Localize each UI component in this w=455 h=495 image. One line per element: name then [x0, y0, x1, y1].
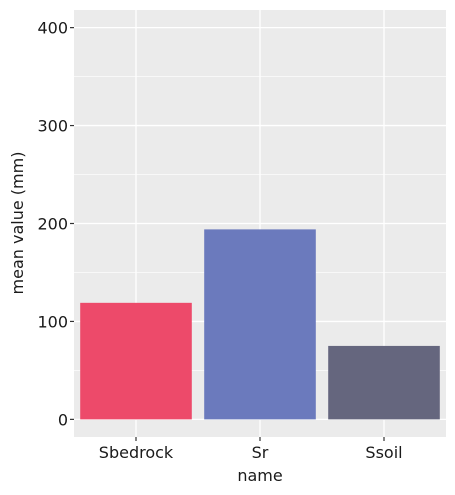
bar-sbedrock	[80, 302, 192, 420]
x-axis-title: name	[237, 466, 282, 485]
y-tick-label: 200	[37, 215, 68, 234]
y-axis-ticks: 0 100 200 300 400	[37, 19, 74, 429]
x-tick-label: Sbedrock	[99, 443, 174, 462]
x-axis-ticks: Sbedrock Sr Ssoil	[99, 437, 403, 462]
bar-ssoil	[328, 345, 440, 420]
y-tick-label: 400	[37, 19, 68, 38]
x-tick-label: Ssoil	[365, 443, 402, 462]
y-axis-title: mean value (mm)	[8, 152, 27, 295]
y-tick-label: 300	[37, 117, 68, 136]
y-tick-label: 0	[58, 410, 68, 429]
y-tick-label: 100	[37, 312, 68, 331]
bar-sr	[204, 229, 316, 420]
bars	[80, 229, 440, 420]
x-tick-label: Sr	[252, 443, 269, 462]
